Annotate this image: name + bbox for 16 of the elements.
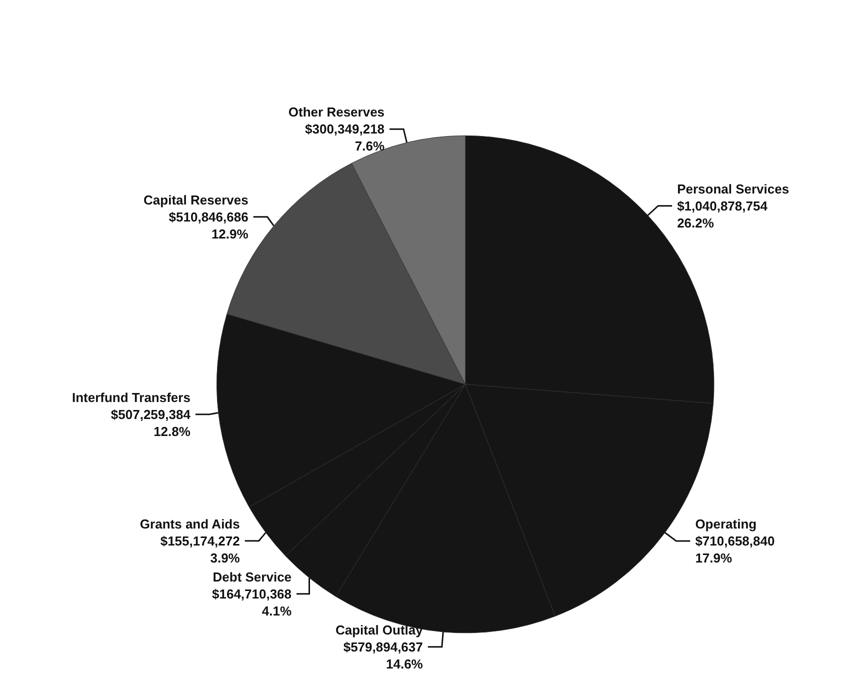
slice-label: Capital Reserves: [144, 192, 248, 208]
data-label: $710,658,840 17.9%: [695, 533, 775, 566]
slice-label: Debt Service: [212, 569, 292, 584]
data-label: $510,846,686 12.9%: [168, 209, 249, 242]
data-label: $507,259,384 12.8%: [110, 406, 192, 439]
data-label: $579,894,637 14.6%: [343, 639, 424, 672]
slice-label: Grants and Aids: [140, 516, 240, 532]
slice-label: Interfund Transfers: [72, 390, 190, 405]
slice-label: Other Reserves: [288, 104, 385, 120]
slice-label: Operating: [695, 516, 757, 532]
slice-label: Personal Services: [677, 181, 790, 196]
data-label: $300,349,218 7.6%: [305, 122, 385, 154]
slice-label: Capital Outlay: [335, 622, 424, 638]
data-label: $1,040,878,754 26.2%: [677, 198, 768, 230]
data-label: $164,710,368 4.1%: [212, 586, 292, 618]
data-label: $155,174,272 3.9%: [160, 533, 240, 566]
